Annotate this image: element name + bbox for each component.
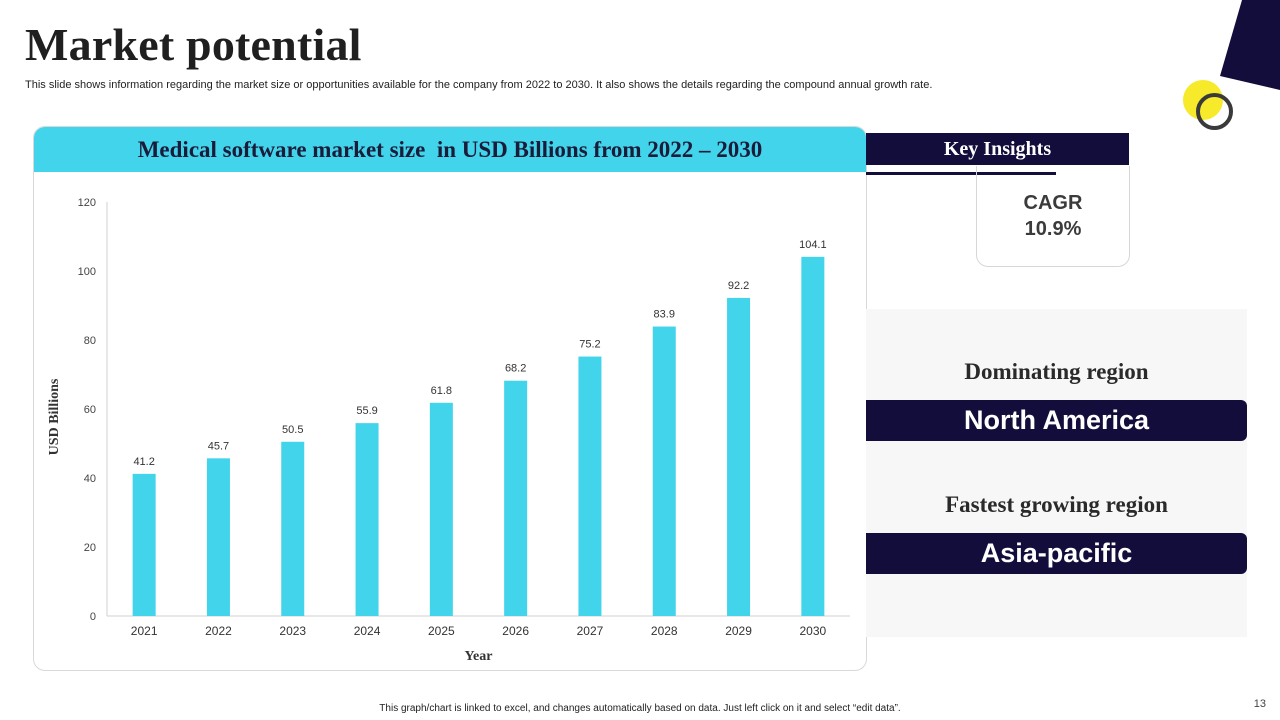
x-tick-label: 2026 bbox=[502, 624, 529, 638]
y-tick-label: 120 bbox=[78, 197, 96, 209]
chart-card[interactable]: Medical software market size in USD Bill… bbox=[33, 126, 867, 671]
data-label: 41.2 bbox=[133, 456, 154, 468]
y-tick-label: 60 bbox=[84, 404, 96, 416]
x-axis-title: Year bbox=[465, 649, 493, 664]
corner-decoration bbox=[1220, 0, 1280, 90]
y-tick-label: 40 bbox=[84, 473, 96, 485]
y-tick-label: 100 bbox=[78, 266, 96, 278]
chart-header: Medical software market size in USD Bill… bbox=[34, 127, 866, 172]
page-number: 13 bbox=[1253, 698, 1266, 710]
data-label: 75.2 bbox=[579, 339, 600, 351]
bar-2030 bbox=[801, 256, 825, 616]
key-insights-header: Key Insights bbox=[866, 133, 1129, 165]
key-insights-underline bbox=[866, 172, 1056, 175]
x-tick-label: 2022 bbox=[205, 624, 232, 638]
data-label: 104.1 bbox=[799, 239, 827, 251]
chart-title: Medical software market size in USD Bill… bbox=[137, 136, 763, 162]
x-tick-label: 2023 bbox=[279, 624, 306, 638]
bar-2027 bbox=[578, 356, 602, 616]
y-axis-title: USD Billions bbox=[47, 378, 62, 455]
bar-2023 bbox=[281, 441, 305, 616]
bar-2022 bbox=[206, 458, 230, 616]
bar-2025 bbox=[429, 402, 453, 616]
bar-2024 bbox=[355, 423, 379, 616]
data-label: 68.2 bbox=[505, 363, 526, 375]
x-tick-label: 2025 bbox=[428, 624, 455, 638]
x-tick-label: 2028 bbox=[651, 624, 678, 638]
footer-note: This graph/chart is linked to excel, and… bbox=[379, 703, 901, 714]
page-subtitle: This slide shows information regarding t… bbox=[25, 79, 933, 91]
data-label: 92.2 bbox=[728, 280, 749, 292]
x-tick-label: 2029 bbox=[725, 624, 752, 638]
data-label: 50.5 bbox=[282, 424, 303, 436]
bar-chart[interactable]: 0 20 40 60 80 100 120 41.2 2021 45.7 2022 50.5 2023 5… bbox=[34, 127, 867, 671]
x-tick-label: 2027 bbox=[577, 624, 604, 638]
bar-2026 bbox=[504, 380, 528, 616]
x-tick-label: 2030 bbox=[799, 624, 826, 638]
data-label: 61.8 bbox=[431, 385, 452, 397]
page-title: Market potential bbox=[25, 19, 362, 70]
cagr-value: 10.9% bbox=[1024, 218, 1082, 240]
fastest-region-value: Asia-pacific bbox=[866, 533, 1247, 574]
y-tick-label: 20 bbox=[84, 542, 96, 554]
fastest-region-label: Fastest growing region bbox=[945, 492, 1168, 517]
dominating-region-label: Dominating region bbox=[964, 359, 1149, 384]
dominating-region-value: North America bbox=[866, 400, 1247, 441]
bar-2029 bbox=[727, 297, 751, 616]
y-tick-label: 80 bbox=[84, 335, 96, 347]
data-label: 55.9 bbox=[356, 405, 377, 417]
x-tick-label: 2024 bbox=[354, 624, 381, 638]
bar-2028 bbox=[652, 326, 676, 616]
data-label: 45.7 bbox=[208, 440, 229, 452]
cagr-box: CAGR 10.9% bbox=[976, 166, 1130, 267]
cagr-label: CAGR bbox=[1023, 192, 1083, 214]
x-tick-label: 2021 bbox=[131, 624, 158, 638]
regions-panel: Dominating region North America Fastest … bbox=[866, 309, 1247, 637]
key-insights-title: Key Insights bbox=[943, 137, 1052, 160]
y-tick-label: 0 bbox=[90, 611, 96, 623]
data-label: 83.9 bbox=[654, 309, 675, 321]
decorative-ring bbox=[1196, 93, 1233, 130]
bar-2021 bbox=[132, 473, 156, 616]
